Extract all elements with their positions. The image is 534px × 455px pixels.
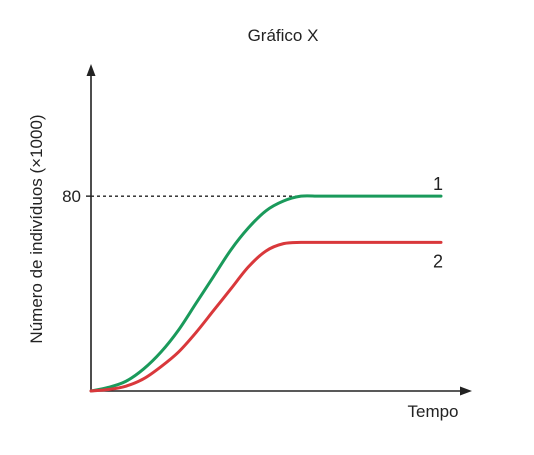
y-axis-arrow — [86, 64, 96, 76]
x-axis-arrow — [460, 386, 472, 396]
series-line-1 — [89, 194, 443, 393]
series-lines — [89, 194, 443, 393]
y-tick-label: 80 — [62, 187, 81, 206]
chart-title: Gráfico X — [248, 26, 319, 45]
x-axis-label: Tempo — [407, 402, 458, 421]
series-labels: 12 — [433, 174, 443, 271]
series-line-2 — [89, 240, 443, 393]
axes — [86, 64, 472, 396]
y-ticks: 80 — [62, 187, 91, 206]
y-axis-label: Número de indivíduos (×1000) — [27, 114, 46, 343]
series-label-2: 2 — [433, 251, 443, 271]
series-label-1: 1 — [433, 174, 443, 194]
